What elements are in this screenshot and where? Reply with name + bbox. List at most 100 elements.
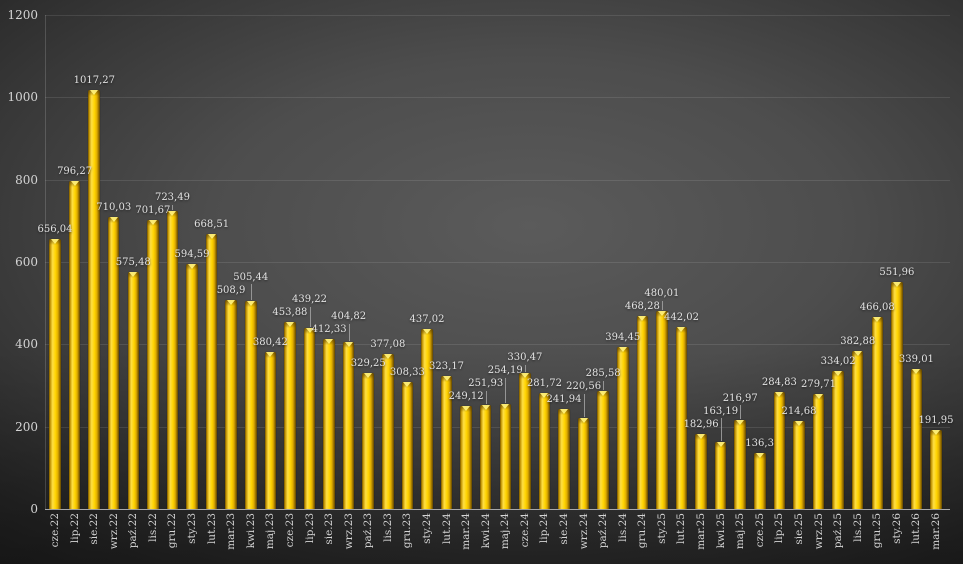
bar bbox=[754, 452, 766, 509]
x-axis-tick-label: lis.24 bbox=[616, 513, 629, 542]
bar-value-label: 551,96 bbox=[879, 266, 915, 278]
y-axis-tick-label: 0 bbox=[30, 502, 38, 516]
x-axis-tick-label: lip.25 bbox=[773, 513, 786, 544]
bar bbox=[460, 406, 472, 509]
gridline bbox=[45, 262, 950, 263]
gridline bbox=[45, 426, 950, 428]
bar-value-label: 330,47 bbox=[507, 352, 543, 364]
bar-value-label: 279,71 bbox=[801, 378, 837, 390]
bar bbox=[714, 441, 727, 509]
x-axis-tick-label: lip.24 bbox=[538, 513, 551, 544]
bar bbox=[440, 375, 453, 509]
bar-value-label: 380,42 bbox=[252, 337, 288, 349]
bar bbox=[636, 316, 649, 509]
x-axis-tick-label: cze.24 bbox=[518, 513, 531, 548]
bar bbox=[871, 317, 884, 509]
x-axis-tick-label: sie.22 bbox=[88, 513, 101, 545]
bar-value-label: 323,17 bbox=[429, 360, 465, 372]
bar-value-label: 285,58 bbox=[585, 368, 621, 380]
label-leader-line bbox=[720, 418, 722, 441]
bar bbox=[832, 371, 844, 509]
label-leader-line bbox=[524, 364, 526, 372]
bar-value-label: 308,33 bbox=[389, 367, 425, 379]
x-axis-tick-label: wrz.24 bbox=[577, 513, 590, 550]
x-axis-tick-label: lut.23 bbox=[205, 513, 218, 545]
bar bbox=[127, 272, 140, 509]
bar bbox=[166, 211, 179, 509]
bar bbox=[225, 299, 237, 509]
bar-value-label: 594,59 bbox=[174, 249, 210, 261]
x-axis-tick-label: mar.24 bbox=[460, 513, 473, 550]
x-axis-tick-label: kwi.25 bbox=[714, 513, 727, 549]
bar bbox=[186, 264, 198, 509]
gridline bbox=[45, 344, 950, 346]
bar bbox=[734, 419, 746, 509]
bar-value-label: 466,08 bbox=[859, 302, 895, 314]
bar bbox=[558, 409, 570, 509]
bar bbox=[49, 238, 61, 509]
bar bbox=[538, 393, 551, 509]
x-axis-tick-label: sie.24 bbox=[558, 513, 571, 545]
y-axis-tick-label: 1200 bbox=[7, 8, 38, 22]
gridline bbox=[45, 97, 950, 99]
x-axis-tick-label: sty.24 bbox=[420, 513, 433, 544]
bar bbox=[323, 339, 335, 509]
bar bbox=[695, 433, 707, 509]
bar bbox=[910, 369, 923, 509]
bar bbox=[675, 327, 688, 509]
bar bbox=[499, 404, 512, 509]
bar bbox=[891, 281, 903, 509]
bar bbox=[519, 372, 531, 509]
y-axis-tick-label: 800 bbox=[15, 172, 38, 187]
label-leader-line bbox=[348, 323, 350, 342]
x-axis-tick-label: sie.23 bbox=[323, 513, 336, 545]
bar bbox=[577, 418, 590, 509]
bar-value-label: 220,56 bbox=[566, 381, 602, 393]
bar-value-label: 1017,27 bbox=[73, 75, 115, 87]
x-axis-tick-label: cze.22 bbox=[49, 513, 61, 548]
x-axis-tick-label: sty.25 bbox=[655, 513, 668, 544]
x-axis-line bbox=[45, 509, 950, 510]
bar bbox=[930, 429, 942, 509]
label-leader-line bbox=[661, 300, 663, 311]
y-axis-tick-label: 400 bbox=[15, 337, 38, 352]
label-leader-line bbox=[250, 284, 252, 300]
bar-value-label: 191,95 bbox=[918, 414, 954, 426]
x-axis-tick-label: maj.23 bbox=[264, 513, 277, 550]
bar-value-label: 182,96 bbox=[683, 418, 719, 430]
x-axis-tick-label: mar.23 bbox=[225, 513, 238, 550]
gridline bbox=[45, 15, 950, 16]
x-axis-tick-label: paź.25 bbox=[832, 513, 845, 549]
bar-value-label: 251,93 bbox=[468, 378, 504, 390]
bar bbox=[147, 220, 159, 509]
x-axis-tick-label: mar.26 bbox=[930, 513, 942, 550]
bar bbox=[656, 311, 668, 509]
x-axis-tick-label: paź.23 bbox=[362, 513, 375, 549]
bar-value-label: 453,88 bbox=[272, 307, 308, 319]
bar bbox=[68, 181, 81, 509]
x-axis-tick-label: lip.23 bbox=[303, 513, 316, 544]
x-axis-tick-label: kwi.23 bbox=[244, 513, 257, 549]
bar bbox=[342, 342, 355, 509]
x-axis-tick-label: lis.25 bbox=[851, 513, 864, 542]
x-axis-tick-label: sty.26 bbox=[890, 513, 903, 544]
bar-value-label: 480,01 bbox=[644, 288, 680, 300]
bar-value-label: 249,12 bbox=[448, 391, 484, 403]
label-leader-line bbox=[583, 393, 585, 418]
bar-value-label: 656,04 bbox=[37, 223, 73, 235]
bar bbox=[382, 353, 394, 509]
bar-value-label: 710,03 bbox=[96, 201, 132, 213]
x-axis-tick-label: sty.23 bbox=[186, 513, 199, 544]
bar bbox=[617, 346, 629, 509]
bar-value-label: 254,19 bbox=[487, 365, 523, 377]
label-leader-line bbox=[172, 204, 174, 211]
bar-value-label: 163,19 bbox=[703, 405, 739, 417]
bar-value-label: 668,51 bbox=[194, 218, 230, 230]
x-axis-tick-label: gru.22 bbox=[166, 513, 179, 549]
bar bbox=[205, 233, 218, 509]
x-axis-tick-label: paź.24 bbox=[597, 513, 610, 549]
x-axis-tick-label: lip.22 bbox=[68, 513, 81, 544]
bar-value-label: 439,22 bbox=[292, 294, 327, 306]
bar-value-label: 723,49 bbox=[154, 192, 190, 204]
